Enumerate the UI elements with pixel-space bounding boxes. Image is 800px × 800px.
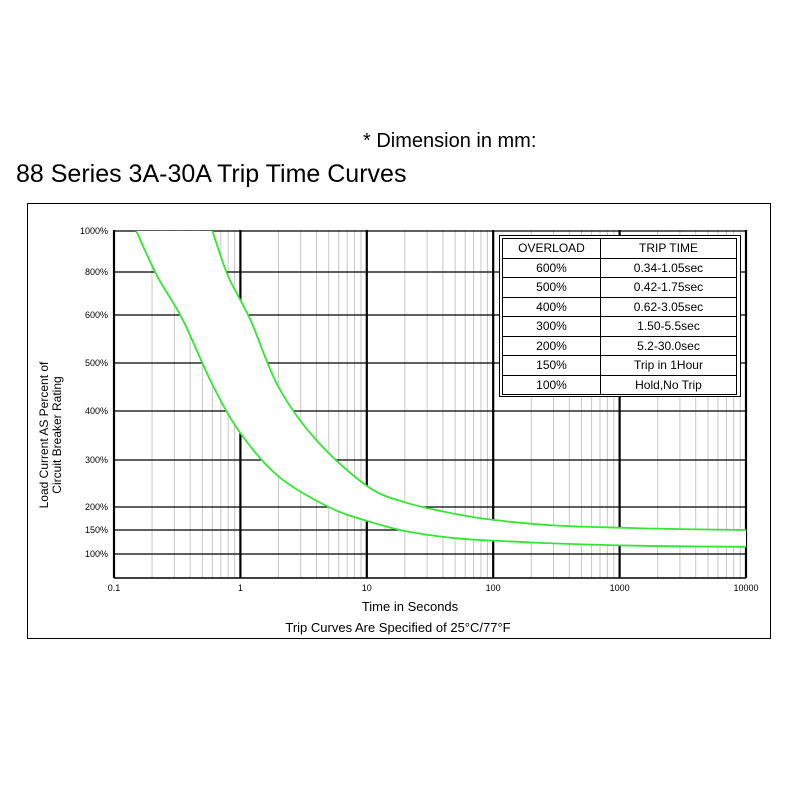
y-tick-label: 200% [85, 502, 108, 512]
trip-time-cell: 1.50-5.5sec [600, 316, 737, 337]
table-row: 600% 0.34-1.05sec [502, 257, 737, 278]
y-axis-label: Load Current AS Percent ofCircuit Breake… [37, 361, 64, 508]
overload-cell: 300% [502, 316, 601, 337]
max-trip-curve [211, 230, 747, 531]
x-tick-label: 10000 [733, 583, 758, 593]
table-header-row: OVERLOAD TRIP TIME [502, 238, 737, 259]
x-tick-label: 100 [486, 583, 501, 593]
table-row: 100% Hold,No Trip [502, 374, 737, 395]
header-trip-time: TRIP TIME [600, 238, 737, 259]
x-axis-label: Time in Seconds [362, 599, 459, 614]
y-tick-label: 500% [85, 358, 108, 368]
y-tick-label: 600% [85, 310, 108, 320]
y-axis-label-line: Load Current AS Percent of [37, 361, 51, 508]
x-tick-label: 10 [362, 583, 372, 593]
trip-time-cell: 0.62-3.05sec [600, 296, 737, 317]
trip-time-cell: 5.2-30.0sec [600, 335, 737, 356]
y-tick-label: 1000% [80, 226, 108, 236]
x-tick-label: 1 [238, 583, 243, 593]
overload-cell: 600% [502, 257, 601, 278]
dimension-note: * Dimension in mm: [363, 130, 537, 152]
table-row: 400% 0.62-3.05sec [502, 296, 737, 317]
y-tick-label: 800% [85, 267, 108, 277]
overload-cell: 500% [502, 277, 601, 298]
header-overload: OVERLOAD [502, 238, 601, 259]
y-tick-label: 150% [85, 525, 108, 535]
chart-frame [27, 203, 771, 639]
table-row: 300% 1.50-5.5sec [502, 316, 737, 337]
overload-cell: 200% [502, 335, 601, 356]
y-axis-label-line: Circuit Breaker Rating [50, 376, 64, 493]
overload-cell: 150% [502, 355, 601, 376]
overload-table-box: OVERLOAD TRIP TIME 600% 0.34-1.05sec 500… [499, 235, 741, 397]
y-tick-label: 400% [85, 406, 108, 416]
min-trip-curve [135, 230, 747, 548]
overload-table: OVERLOAD TRIP TIME 600% 0.34-1.05sec 500… [502, 238, 737, 395]
table-row: 150% Trip in 1Hour [502, 355, 737, 376]
overload-cell: 400% [502, 296, 601, 317]
y-tick-label: 100% [85, 549, 108, 559]
trip-band-fill [136, 231, 747, 547]
trip-time-cell: 0.34-1.05sec [600, 257, 737, 278]
trip-time-cell: 0.42-1.75sec [600, 277, 737, 298]
table-row: 200% 5.2-30.0sec [502, 335, 737, 356]
x-tick-label: 1000 [610, 583, 630, 593]
table-row: 500% 0.42-1.75sec [502, 277, 737, 298]
page-title: 88 Series 3A-30A Trip Time Curves [16, 160, 407, 188]
overload-cell: 100% [502, 374, 601, 395]
trip-time-cell: Hold,No Trip [600, 374, 737, 395]
y-tick-label: 300% [85, 455, 108, 465]
x-tick-label: 0.1 [108, 583, 121, 593]
chart-footnote: Trip Curves Are Specified of 25°C/77°F [285, 620, 510, 635]
trip-time-cell: Trip in 1Hour [600, 355, 737, 376]
